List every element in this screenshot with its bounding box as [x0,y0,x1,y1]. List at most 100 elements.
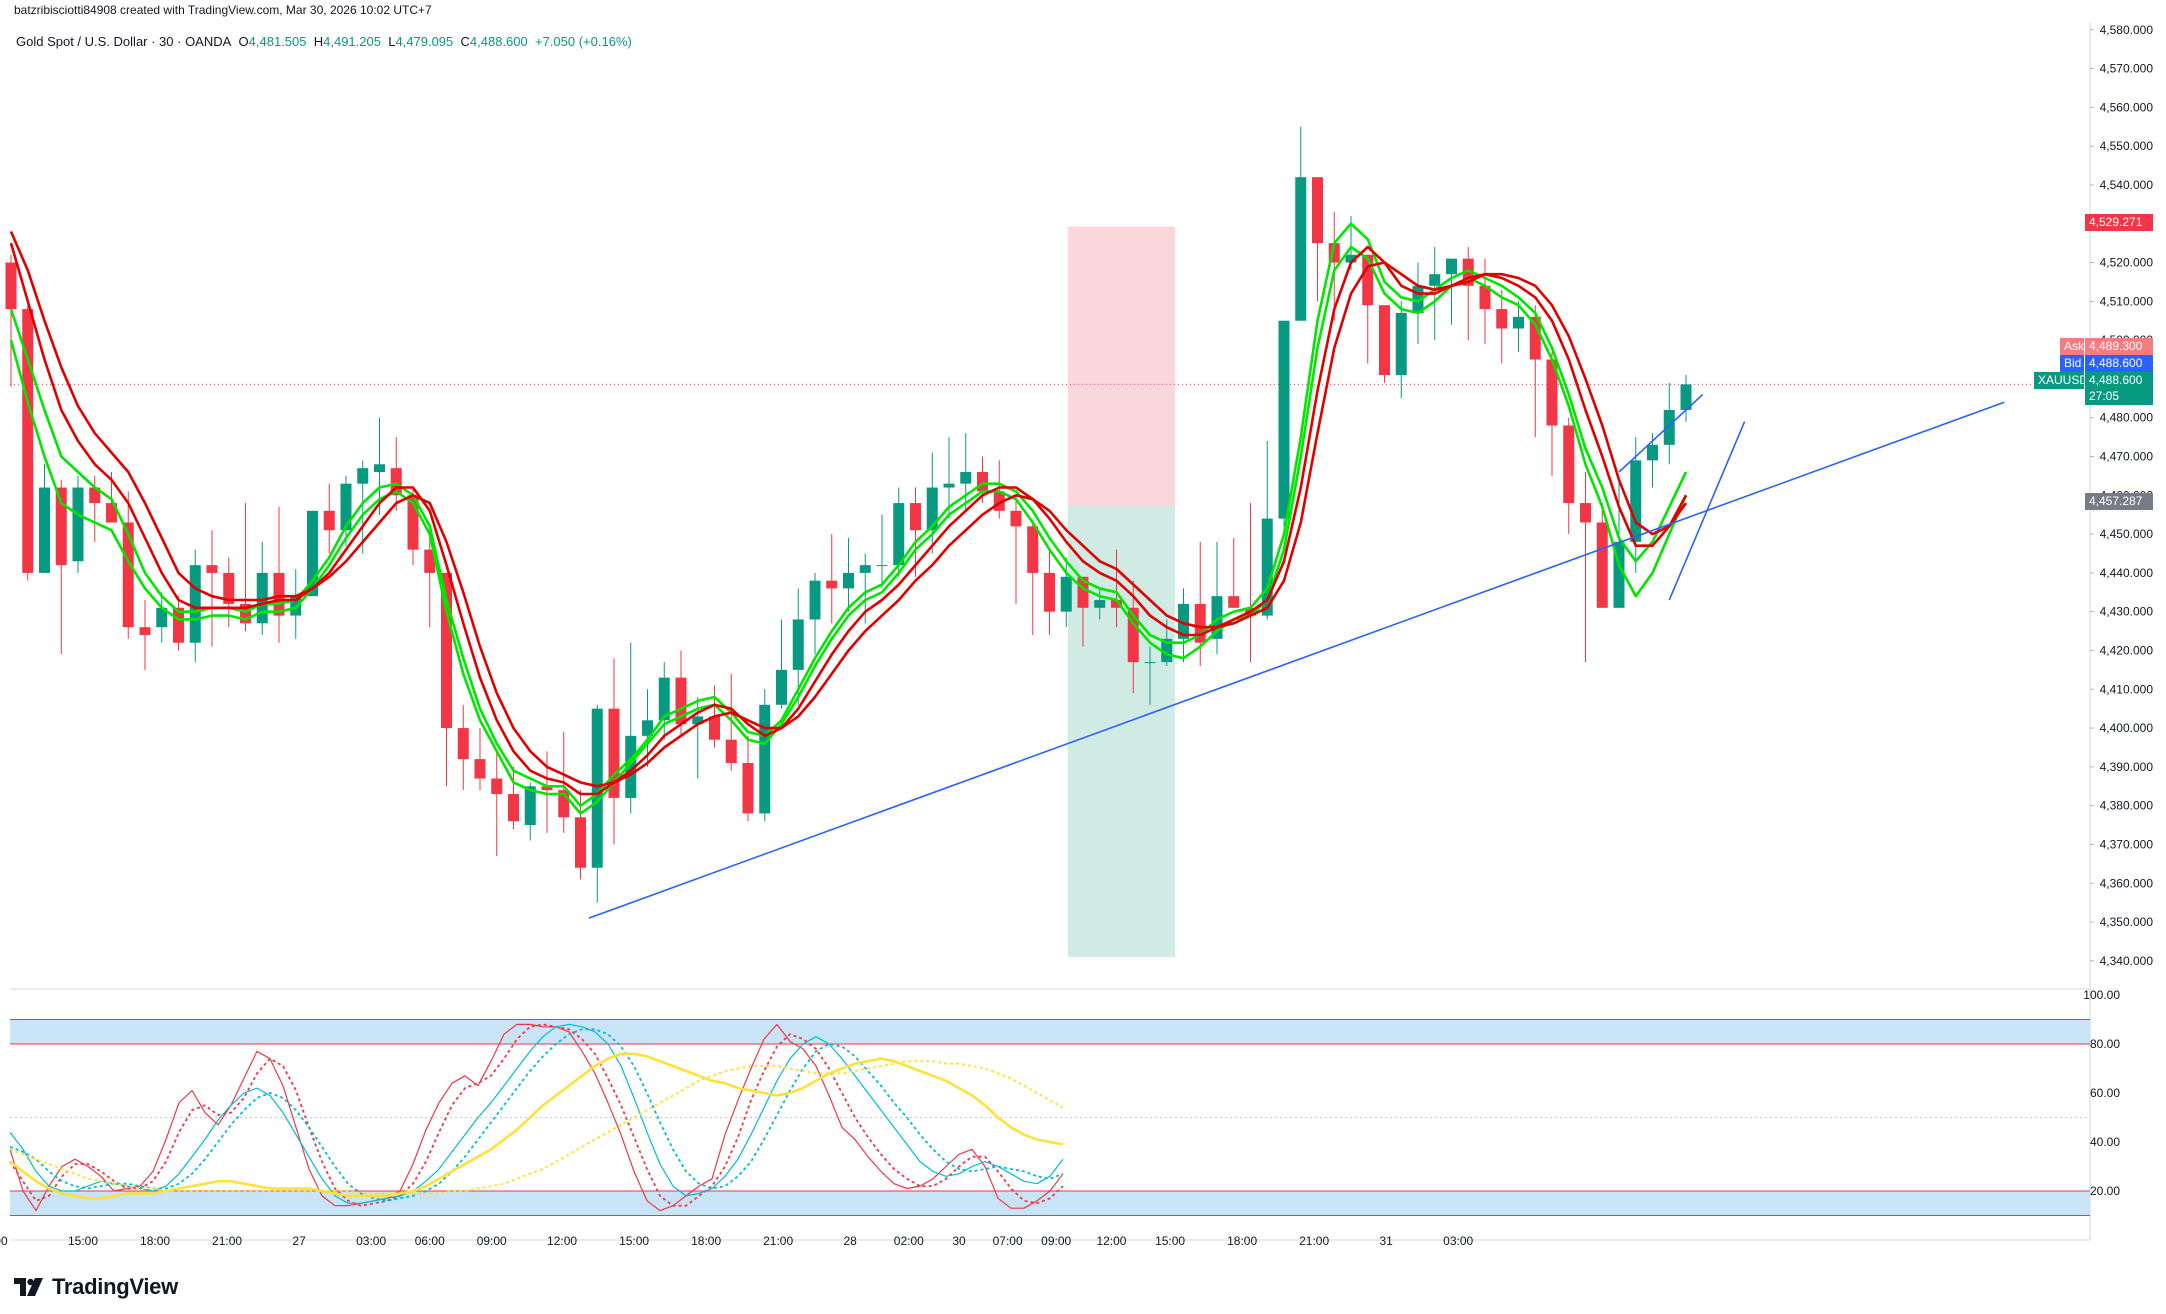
candle-body [223,572,235,604]
candle-body [508,794,519,822]
time-tick-label: 03:00 [1443,1234,1473,1248]
candle-body [910,503,921,531]
candle-body [608,708,620,798]
ema-line [9,245,1688,815]
candle-body [843,572,854,589]
candles [5,126,1692,903]
candle-body [156,607,168,628]
stoch-upper-band [10,1019,2090,1044]
candle-body [1312,177,1323,244]
stoch-line [9,1023,1064,1207]
candle-body [1211,596,1223,639]
price-tick-label: 4,340.000 [2100,954,2154,968]
price-tick-label: 4,470.000 [2100,450,2154,464]
time-tick-label: 12:00 [547,1234,577,1248]
tradingview-logo[interactable]: TradingView [14,1272,178,1302]
time-tick-label: 18:00 [140,1234,170,1248]
risk-zone [1067,226,1176,506]
price-tick-label: 4,550.000 [2100,139,2154,153]
symbol-name[interactable]: Gold Spot / U.S. Dollar · 30 · OANDA [16,34,232,49]
candle-body [457,728,469,760]
candle-body [441,572,452,729]
candle-body [692,716,704,725]
ask-label: Ask [2060,338,2084,355]
stoch-line [9,1023,1064,1204]
stoch-tick-label: 100.00 [2083,988,2120,1002]
time-tick-label: 21:00 [212,1234,242,1248]
ema-lines [9,222,1688,815]
candle-body [993,491,1005,511]
time-tick-label: 00 [0,1234,8,1248]
time-tick-label: 03:00 [356,1234,386,1248]
time-tick-label: 21:00 [763,1234,793,1248]
close-value: 4,488.600 [469,34,528,49]
candle-body [1194,603,1206,643]
price-tick-label: 4,570.000 [2100,62,2154,76]
price-tick-label: 4,350.000 [2100,915,2154,929]
time-tick-label: 18:00 [691,1234,721,1248]
stoch-tick-label: 60.00 [2090,1086,2120,1100]
candle-body [1496,309,1508,329]
candle-body [39,487,50,573]
price-tick-label: 4,580.000 [2100,23,2154,37]
time-tick-label: 12:00 [1096,1234,1126,1248]
candle-body [323,510,335,531]
candle-body [709,716,720,740]
candle-body [72,487,84,562]
candle-body [189,565,201,643]
price-tick-label: 4,400.000 [2100,721,2154,735]
candle-body [658,677,670,721]
candle-body [273,572,285,616]
candle-body [1328,243,1340,263]
trendlines[interactable] [588,393,2005,919]
candle-body [474,759,486,779]
symbol-legend: Gold Spot / U.S. Dollar · 30 · OANDA O4,… [16,34,632,49]
candle-body [1580,503,1591,523]
price-tick-label: 4,420.000 [2100,643,2154,657]
candle-body [859,565,871,573]
candle-body [22,309,34,573]
time-tick-label: 27 [292,1234,306,1248]
candle-body [307,510,318,597]
price-tick-label: 4,390.000 [2100,760,2154,774]
candle-body [1010,510,1022,527]
candle-body [977,472,988,492]
price-tick-label: 4,510.000 [2100,294,2154,308]
candle-body [960,472,972,484]
candle-body [591,708,603,868]
time-tick-label: 21:00 [1299,1234,1329,1248]
candle-body [1479,285,1491,310]
stoch-tick-label: 80.00 [2090,1037,2120,1051]
candle-body [374,464,385,473]
candle-body [1228,596,1240,608]
change-value: +7.050 (+0.16%) [534,34,632,49]
candle-body [809,580,821,620]
time-tick-label: 18:00 [1227,1234,1257,1248]
time-tick-label: 31 [1379,1234,1393,1248]
time-tick-label: 07:00 [993,1234,1023,1248]
price-tick-label: 4,370.000 [2100,837,2154,851]
tradingview-logo-icon [14,1278,43,1296]
time-tick-label: 15:00 [68,1234,98,1248]
candle-body [1144,662,1156,664]
stoch-line [9,1023,1064,1212]
candle-body [206,565,218,573]
candle-body [575,817,586,868]
time-tick-label: 09:00 [1041,1234,1071,1248]
trendline [588,401,2005,919]
candle-body [759,704,771,814]
candle-body [893,503,905,566]
stoch-line [9,1060,1064,1195]
candle-body [1596,522,1608,608]
candle-body [1094,600,1106,608]
ema-line [9,230,1688,788]
candle-body [407,495,419,550]
candle-body [256,572,268,624]
price-tick-label: 4,360.000 [2100,876,2154,890]
candle-body [1178,603,1189,639]
candle-body [625,735,637,798]
candle-body [1379,305,1390,376]
trendline [1618,393,1704,473]
price-tick-label: 4,380.000 [2100,799,2154,813]
